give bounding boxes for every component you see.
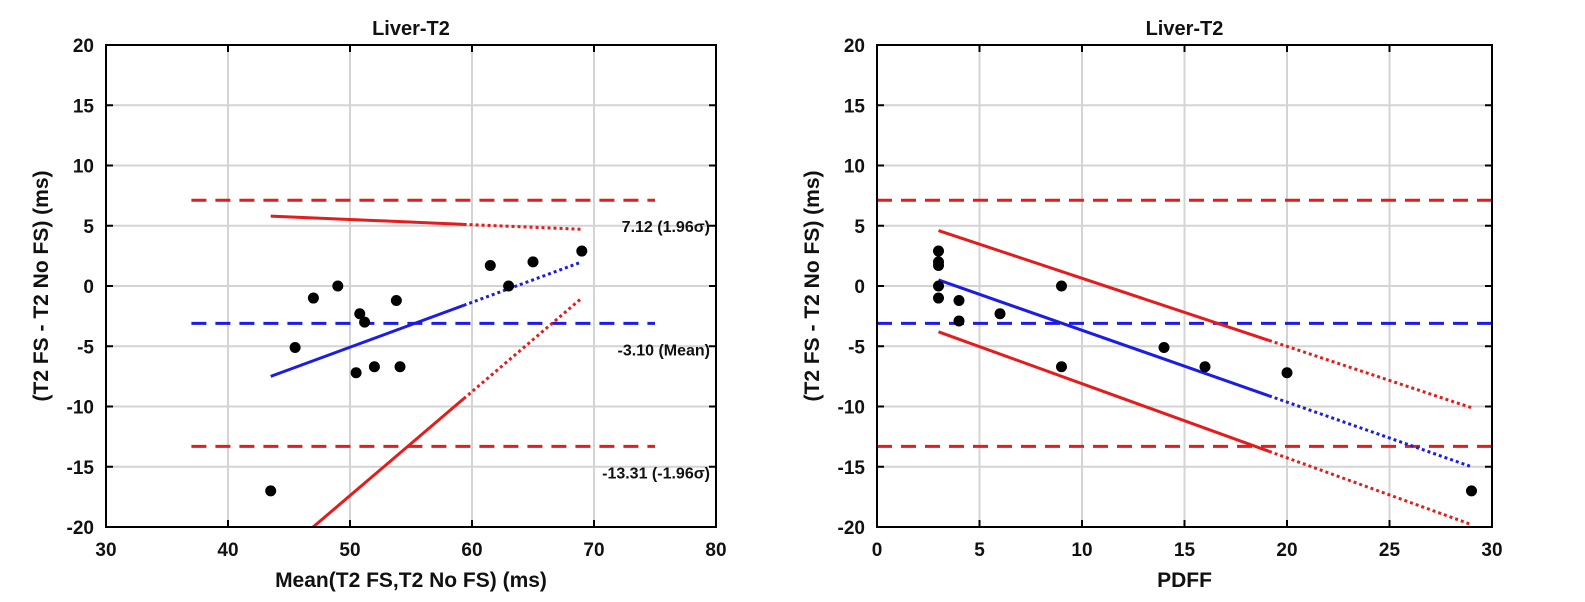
data-point — [289, 341, 301, 353]
data-point — [933, 292, 944, 304]
x-tick-label: 10 — [1071, 540, 1092, 561]
y-tick-label: -20 — [67, 518, 94, 539]
x-tick-label: 5 — [974, 540, 985, 561]
chart-title: Liver-T2 — [1146, 18, 1224, 40]
data-point — [933, 280, 944, 292]
data-point — [1056, 280, 1067, 292]
y-tick-label: 10 — [844, 157, 865, 178]
data-point — [1199, 361, 1211, 373]
y-tick-label: 20 — [844, 36, 865, 57]
regression-line-dotted — [463, 260, 583, 307]
x-tick-label: 0 — [872, 540, 883, 561]
y-tick-label: 0 — [854, 277, 865, 298]
plot-area — [191, 198, 655, 527]
data-point — [359, 316, 371, 328]
data-point — [953, 294, 965, 306]
chart-left: 30 40 50 60 70 80 -20 -15 -10 -5 0 5 10 15 20 Liver-T2 M… — [30, 18, 727, 592]
data-point — [994, 308, 1006, 320]
data-point — [307, 292, 319, 304]
data-point — [1281, 367, 1293, 379]
y-tick-label: 20 — [73, 36, 94, 57]
plot-area — [877, 198, 1492, 527]
upper-band-line-dotted — [1268, 338, 1472, 410]
x-tick-label: 60 — [461, 540, 482, 561]
mean-annotation: -3.10 (Mean) — [618, 342, 710, 359]
upper-band-line-dotted — [463, 222, 582, 231]
x-tick-label: 15 — [1174, 540, 1196, 561]
y-tick-label: 15 — [844, 96, 866, 117]
y-tick-label: -5 — [848, 337, 865, 358]
lower-band-line-dotted — [1268, 449, 1473, 527]
regression-line-solid — [938, 278, 1270, 398]
x-tick-label: 80 — [705, 540, 726, 561]
lower-band-line-dotted — [462, 296, 583, 400]
regression-line-solid — [270, 303, 465, 378]
y-tick-label: 15 — [73, 96, 95, 117]
x-tick-label: 40 — [217, 540, 238, 561]
x-tick-label: 70 — [583, 540, 604, 561]
x-axis-label: PDFF — [1157, 569, 1212, 592]
data-point — [527, 256, 539, 268]
y-tick-label: 0 — [83, 277, 94, 298]
data-point — [484, 260, 496, 272]
data-point — [354, 308, 366, 320]
y-axis-label: (T2 FS - T2 No FS) (ms) — [801, 171, 824, 402]
data-point — [350, 367, 362, 379]
lower-band-line-solid — [310, 397, 465, 527]
y-tick-label: -20 — [838, 518, 865, 539]
chart-title: Liver-T2 — [372, 18, 450, 40]
x-axis-label: Mean(T2 FS,T2 No FS) (ms) — [275, 569, 547, 592]
x-tick-label: 30 — [1481, 540, 1502, 561]
data-point — [933, 260, 944, 272]
upper-limit-annotation: 7.12 (1.96σ) — [622, 219, 710, 236]
x-tick-label: 30 — [95, 540, 116, 561]
chart-right: 0 5 10 15 20 25 30 -20 -15 -10 -5 0 5 10 15 20 Liver-T2 P… — [801, 18, 1503, 592]
y-tick-label: 5 — [854, 217, 865, 238]
upper-band-line-solid — [938, 229, 1270, 342]
lower-limit-annotation: -13.31 (-1.96σ) — [602, 465, 710, 482]
data-point — [332, 280, 344, 292]
data-point — [503, 280, 515, 292]
data-point — [933, 245, 944, 257]
upper-band-line-solid — [270, 214, 464, 226]
y-tick-label: -10 — [838, 398, 865, 419]
data-point — [576, 245, 588, 257]
y-tick-label: -15 — [838, 458, 866, 479]
data-point — [1056, 361, 1067, 373]
lower-band-line-solid — [937, 330, 1270, 453]
data-point — [1158, 341, 1170, 353]
x-tick-label: 50 — [339, 540, 360, 561]
y-tick-label: 5 — [83, 217, 94, 238]
y-tick-label: 10 — [73, 157, 94, 178]
y-tick-label: -10 — [67, 398, 94, 419]
x-tick-label: 20 — [1276, 540, 1297, 561]
data-point — [368, 361, 380, 373]
data-point — [953, 315, 965, 327]
y-tick-label: -15 — [67, 458, 95, 479]
data-point — [390, 294, 402, 306]
y-tick-label: -5 — [77, 337, 94, 358]
x-tick-label: 25 — [1379, 540, 1401, 561]
y-axis-label: (T2 FS - T2 No FS) (ms) — [30, 171, 53, 402]
data-point — [265, 485, 277, 497]
data-point — [394, 361, 406, 373]
data-point — [1466, 485, 1477, 497]
